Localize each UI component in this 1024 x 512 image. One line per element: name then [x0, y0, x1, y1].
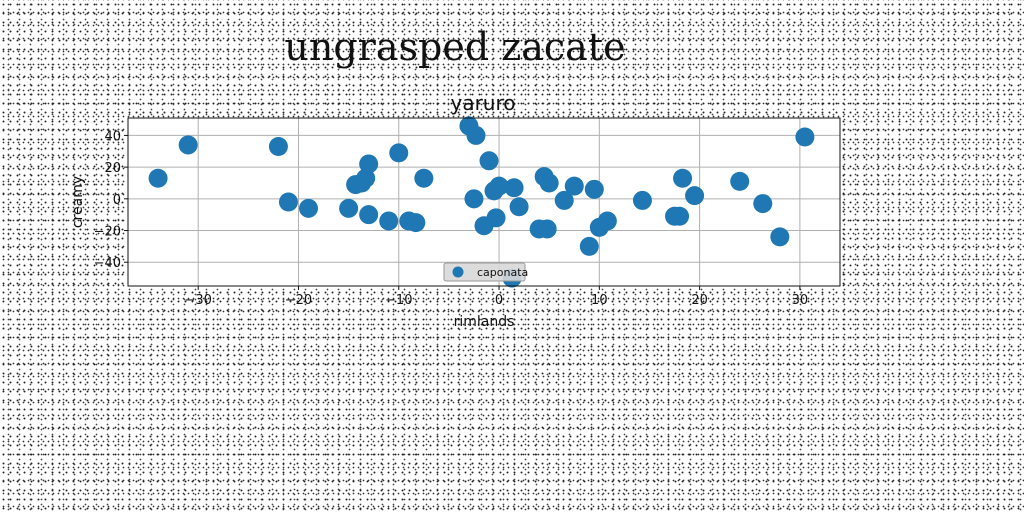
scatter-point	[554, 190, 574, 210]
scatter-point	[753, 194, 773, 214]
scatter-point	[539, 173, 559, 193]
y-tick-label: 0	[113, 193, 121, 208]
scatter-point	[389, 143, 409, 163]
scatter-point	[464, 189, 484, 209]
scatter-point	[670, 206, 690, 226]
scatter-point	[178, 135, 198, 155]
x-tick-label: 10	[591, 293, 608, 308]
scatter-point	[359, 205, 379, 225]
x-axis-ticks: −30 −20 −10 0 10 20 30	[184, 286, 808, 308]
scatter-point	[730, 171, 750, 191]
scatter-point	[597, 211, 617, 231]
scatter-point	[537, 219, 557, 239]
scatter-point	[685, 186, 705, 206]
plot-frame	[127, 117, 841, 287]
scatter-point	[379, 211, 399, 231]
scatter-point	[486, 208, 506, 228]
legend-box	[443, 262, 526, 282]
y-axis-label: creamy	[70, 176, 86, 228]
y-axis-ticks: −40 −20 0 20 40	[94, 129, 128, 271]
x-tick-label: −30	[184, 293, 211, 308]
data-points	[148, 116, 815, 288]
y-tick-label: 40	[104, 129, 121, 144]
scatter-chart: yaruro −30 −20 −10 0 10 20 30 −40 −20 0 20 40 riml…	[70, 91, 841, 330]
scatter-point	[339, 198, 359, 218]
scatter-point	[579, 236, 599, 256]
scatter-point	[299, 198, 319, 218]
scatter-point	[584, 179, 604, 199]
y-tick-label: −40	[94, 256, 121, 271]
scatter-point	[509, 197, 529, 217]
scatter-point	[414, 168, 434, 188]
scatter-point	[359, 154, 379, 174]
plot-area	[128, 118, 840, 286]
scatter-point	[268, 137, 288, 157]
scatter-point	[148, 168, 168, 188]
y-tick-label: −20	[94, 225, 121, 240]
scatter-point	[489, 176, 509, 196]
chart-title: yaruro	[450, 91, 515, 115]
scatter-point	[466, 125, 486, 145]
scatter-point	[406, 213, 426, 233]
x-axis-label: rimlands	[454, 314, 515, 330]
x-tick-label: 20	[691, 293, 708, 308]
legend-marker	[452, 266, 464, 278]
scatter-point	[479, 151, 499, 171]
scatter-point	[356, 168, 376, 188]
scatter-point	[795, 127, 815, 147]
scatter-point	[504, 178, 524, 198]
scatter-point	[632, 190, 652, 210]
x-tick-label: 0	[495, 293, 503, 308]
x-tick-label: −20	[285, 293, 312, 308]
scatter-point	[564, 176, 584, 196]
legend: caponata	[443, 262, 528, 282]
scatter-point	[673, 168, 693, 188]
scatter-point	[770, 227, 790, 247]
scatter-point	[278, 192, 298, 212]
y-tick-label: 20	[104, 161, 121, 176]
x-tick-label: −10	[385, 293, 412, 308]
figure-title: ungrasped zacate	[284, 25, 625, 69]
x-tick-label: 30	[792, 293, 809, 308]
legend-label: caponata	[477, 266, 528, 279]
